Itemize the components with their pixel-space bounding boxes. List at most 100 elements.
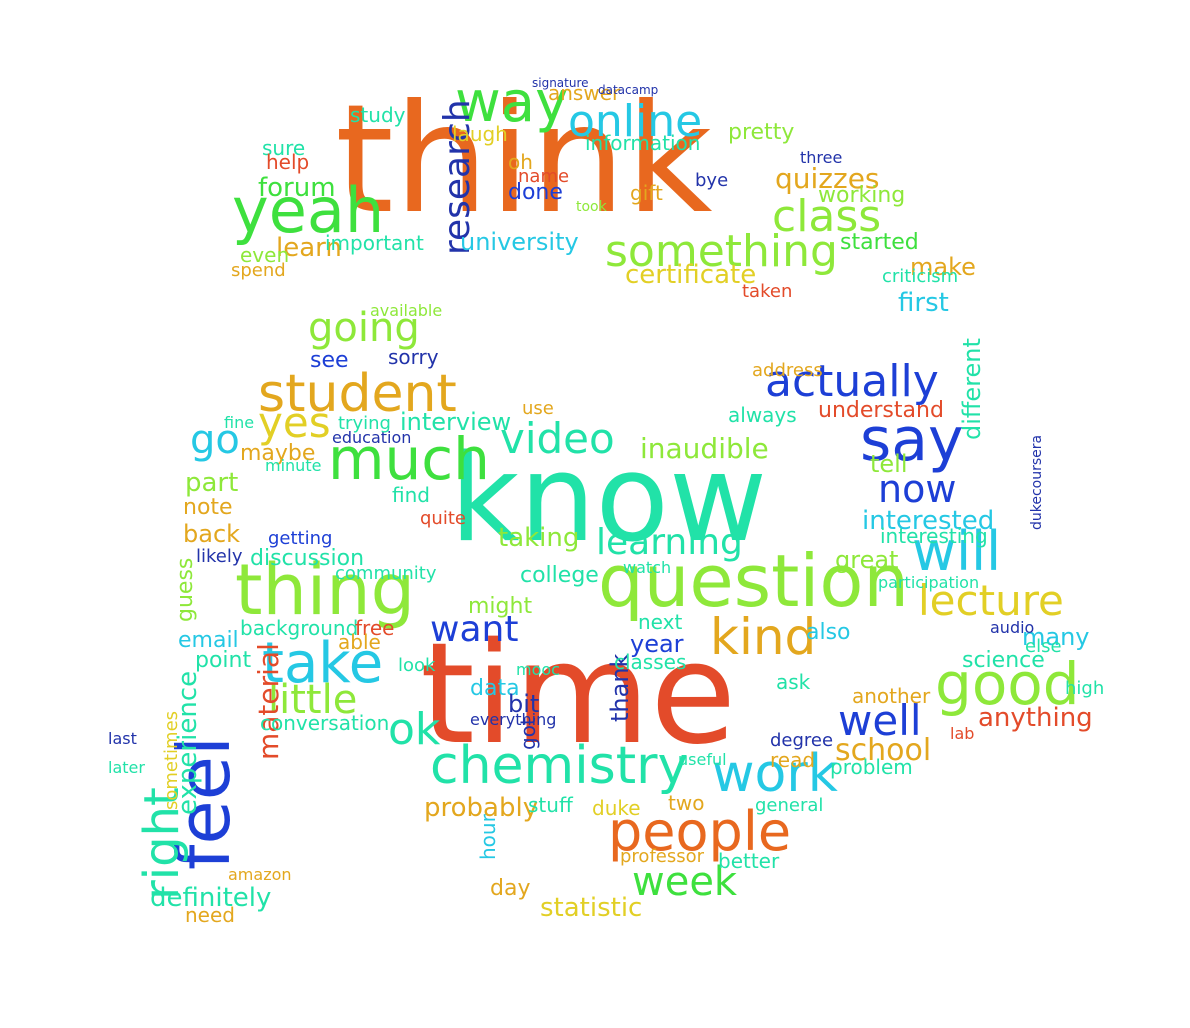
word-think: think [335, 73, 713, 247]
word-better: better [718, 849, 780, 873]
word-thing: thing [235, 549, 416, 631]
word-kind: kind [710, 608, 817, 666]
word-know: know [450, 430, 768, 569]
word-video: video [500, 414, 615, 463]
word-data: data [470, 676, 520, 701]
word-degree: degree [770, 730, 834, 751]
word-criticism: criticism [882, 266, 959, 287]
word-education: education [332, 428, 412, 447]
word-email: email [178, 628, 239, 653]
word-stuff: stuff [528, 793, 573, 817]
word-name: name [518, 166, 570, 187]
word-lab: lab [950, 724, 975, 743]
word-tell: tell [870, 450, 908, 478]
word-minute: minute [265, 456, 322, 475]
word-might: might [468, 594, 533, 619]
word-information: information [585, 131, 701, 155]
word-classes: classes [614, 650, 687, 674]
word-took: took [576, 199, 607, 215]
word-oh: oh [508, 150, 533, 174]
word-statistic: statistic [540, 893, 643, 923]
word-yeah: yeah [232, 174, 385, 247]
word-problem: problem [830, 755, 913, 779]
word-participation: participation [878, 573, 980, 592]
word-much: much [328, 425, 490, 493]
word-else: else [1025, 636, 1062, 657]
word-high: high [1065, 678, 1105, 699]
word-online: online [568, 96, 703, 147]
word-maybe: maybe [240, 441, 316, 466]
word-day: day [490, 876, 531, 901]
word-duke: duke [592, 796, 641, 820]
word-see: see [310, 348, 349, 373]
word-later: later [108, 758, 145, 777]
word-professor: professor [620, 846, 705, 867]
word-little: little [268, 677, 358, 723]
word-another: another [852, 684, 931, 708]
word-taking: taking [498, 523, 580, 553]
word-first: first [898, 288, 949, 318]
word-go: go [190, 417, 240, 463]
word-something: something [605, 226, 838, 277]
word-ok: ok [388, 704, 441, 755]
word-next: next [638, 610, 683, 634]
word-work: work [712, 744, 838, 804]
word-free: free [355, 616, 395, 640]
word-able: able [338, 630, 381, 654]
word-college: college [520, 563, 599, 588]
word-trying: trying [338, 413, 391, 434]
word-likely: likely [196, 546, 243, 567]
word-want: want [430, 609, 519, 650]
word-yes: yes [258, 398, 331, 447]
word-general: general [755, 795, 824, 816]
word-good: good [935, 650, 1080, 718]
word-taken: taken [742, 281, 793, 302]
word-everything: everything [470, 710, 557, 729]
word-forum: forum [258, 173, 336, 203]
word-discussion: discussion [250, 546, 365, 571]
word-lecture: lecture [918, 576, 1064, 625]
word-inaudible: inaudible [640, 432, 769, 465]
word-sometimes: sometimes [161, 710, 182, 810]
word-point: point [195, 648, 252, 673]
word-laugh: laugh [452, 122, 508, 146]
word-science: science [962, 648, 1045, 673]
word-different: different [958, 338, 986, 440]
word-last: last [108, 729, 137, 748]
word-useful: useful [678, 750, 727, 769]
word-many: many [1022, 623, 1090, 651]
word-done: done [508, 180, 563, 205]
word-say: say [860, 405, 964, 475]
word-bye: bye [695, 170, 729, 191]
word-even: even [240, 243, 290, 267]
word-school: school [835, 733, 932, 768]
word-use: use [522, 398, 554, 419]
word-answer: answer [548, 81, 621, 105]
word-week: week [632, 859, 738, 905]
word-sure: sure [262, 136, 306, 160]
word-three: three [800, 148, 843, 167]
word-back: back [183, 520, 241, 548]
word-now: now [878, 467, 957, 511]
word-community: community [335, 563, 437, 584]
word-make: make [910, 253, 976, 281]
word-hour: hour [476, 814, 500, 860]
word-people: people [608, 800, 792, 863]
word-amazon: amazon [228, 865, 292, 884]
word-watch: watch [623, 558, 672, 577]
word-anything: anything [978, 703, 1093, 733]
word-note: note [183, 495, 233, 520]
word-quizzes: quizzes [775, 162, 880, 195]
word-year: year [630, 630, 684, 658]
word-take: take [262, 631, 384, 696]
word-two: two [668, 791, 705, 815]
word-definitely: definitely [150, 883, 272, 913]
word-time: time [420, 613, 737, 776]
word-spend: spend [231, 260, 286, 281]
word-study: study [350, 103, 406, 127]
word-mooc: mooc [516, 660, 560, 679]
word-need: need [185, 903, 235, 927]
word-material: material [252, 643, 285, 760]
word-conversation: conversation [260, 711, 390, 735]
